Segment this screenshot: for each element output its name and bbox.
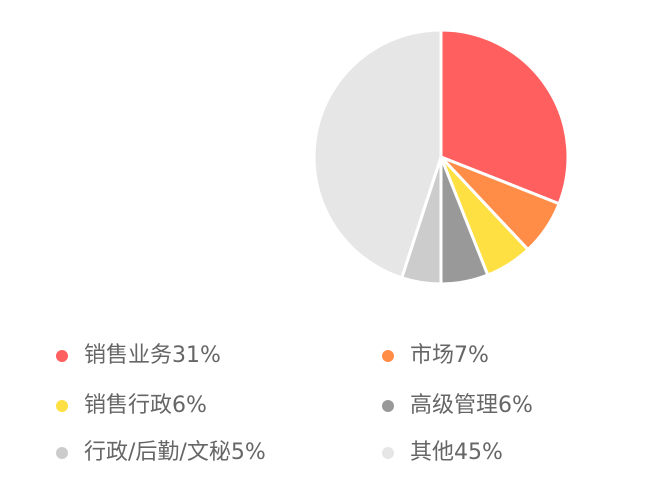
pie-chart — [312, 28, 570, 286]
legend-color-dot-icon — [382, 350, 394, 362]
legend-item-senior-management[interactable]: 高级管理6% — [382, 386, 533, 426]
legend-color-dot-icon — [382, 447, 394, 459]
legend-color-dot-icon — [56, 447, 68, 459]
legend-label: 销售业务31% — [84, 343, 221, 368]
pie-slice-other[interactable] — [312, 28, 443, 280]
legend-color-dot-icon — [382, 400, 394, 412]
legend-label: 销售行政6% — [84, 393, 207, 418]
legend: 销售业务31% 市场7% 销售行政6% 高级管理6% 行政/后勤/文秘5% 其他… — [0, 330, 667, 490]
pie-slice-sales[interactable] — [439, 28, 570, 206]
legend-item-sales[interactable]: 销售业务31% — [56, 336, 221, 376]
legend-label: 行政/后勤/文秘5% — [84, 440, 266, 465]
legend-label: 市场7% — [410, 343, 489, 368]
legend-label: 其他45% — [410, 440, 503, 465]
legend-item-admin-logistics-secretary[interactable]: 行政/后勤/文秘5% — [56, 433, 266, 473]
legend-item-sales-admin[interactable]: 销售行政6% — [56, 386, 207, 426]
legend-item-marketing[interactable]: 市场7% — [382, 336, 489, 376]
legend-color-dot-icon — [56, 400, 68, 412]
legend-item-other[interactable]: 其他45% — [382, 433, 503, 473]
legend-label: 高级管理6% — [410, 393, 533, 418]
legend-color-dot-icon — [56, 350, 68, 362]
